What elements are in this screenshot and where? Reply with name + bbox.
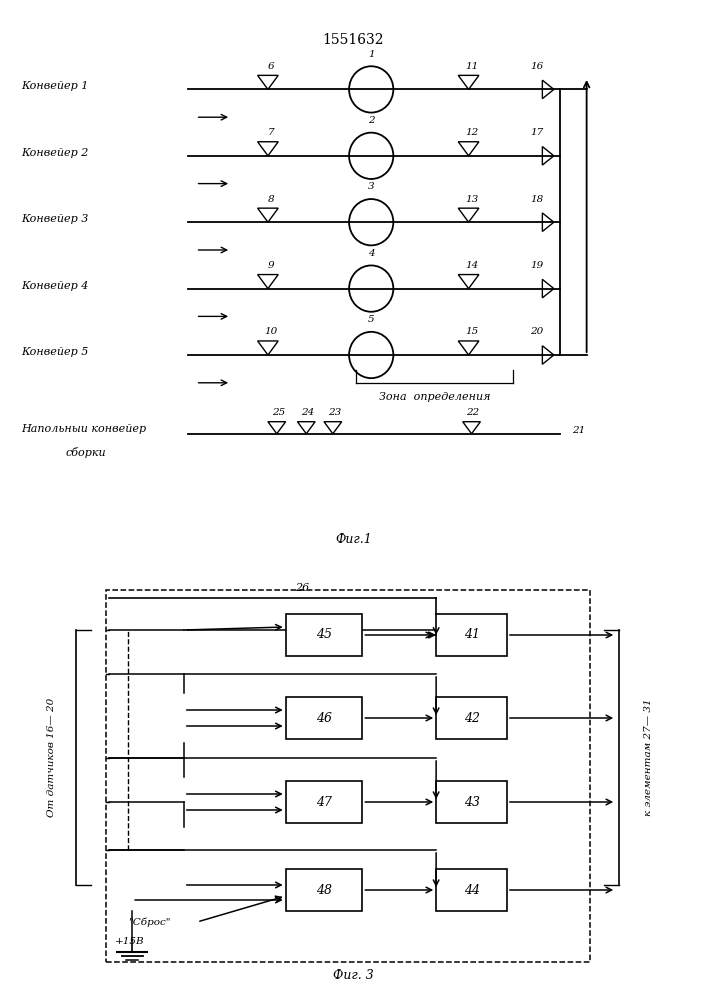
- Text: 4: 4: [368, 249, 375, 258]
- Text: 3: 3: [368, 182, 375, 191]
- Text: 18: 18: [530, 195, 543, 204]
- Text: 26: 26: [295, 583, 309, 593]
- Text: 17: 17: [530, 128, 543, 137]
- Text: 48: 48: [316, 884, 332, 896]
- Bar: [436, 614, 507, 656]
- Text: 5: 5: [368, 315, 375, 324]
- Text: 1: 1: [368, 50, 375, 59]
- Bar: [436, 697, 507, 739]
- Text: 2: 2: [368, 116, 375, 125]
- Text: 42: 42: [464, 712, 479, 724]
- Text: Зона  определения: Зона определения: [379, 392, 491, 402]
- Text: Напольныи конвейер: Напольныи конвейер: [21, 424, 146, 434]
- Text: 22: 22: [467, 408, 479, 417]
- Text: 16: 16: [530, 62, 543, 71]
- Bar: [436, 781, 507, 823]
- Text: 9: 9: [267, 261, 274, 270]
- Text: 11: 11: [465, 62, 478, 71]
- Text: 23: 23: [327, 408, 341, 417]
- Text: Конвейер 5: Конвейер 5: [21, 347, 89, 357]
- Text: Конвейер 1: Конвейер 1: [21, 81, 89, 91]
- Text: 8: 8: [267, 195, 274, 204]
- Text: 13: 13: [465, 195, 478, 204]
- Text: сборки: сборки: [66, 447, 107, 458]
- Text: 6: 6: [267, 62, 274, 71]
- Text: к элементам 27— 31: к элементам 27— 31: [644, 699, 653, 816]
- Bar: [105, 590, 590, 962]
- Text: 47: 47: [316, 796, 332, 808]
- Text: "Сброс": "Сброс": [129, 917, 172, 927]
- Text: 20: 20: [530, 327, 543, 336]
- Text: Конвейер 3: Конвейер 3: [21, 214, 89, 224]
- Bar: [286, 614, 363, 656]
- Text: 10: 10: [264, 327, 278, 336]
- Text: 14: 14: [465, 261, 478, 270]
- Text: Конвейер 4: Конвейер 4: [21, 281, 89, 291]
- Text: 44: 44: [464, 884, 479, 896]
- Text: Конвейер 2: Конвейер 2: [21, 148, 89, 158]
- Text: 7: 7: [267, 128, 274, 137]
- Bar: [286, 869, 363, 911]
- Text: 1551632: 1551632: [323, 33, 384, 47]
- Text: 43: 43: [464, 796, 479, 808]
- Text: 12: 12: [465, 128, 478, 137]
- Bar: [436, 869, 507, 911]
- Bar: [286, 781, 363, 823]
- Bar: [286, 697, 363, 739]
- Text: 46: 46: [316, 712, 332, 724]
- Text: 21: 21: [572, 426, 585, 435]
- Text: 15: 15: [465, 327, 478, 336]
- Text: Фиг. 3: Фиг. 3: [333, 969, 374, 982]
- Text: 19: 19: [530, 261, 543, 270]
- Text: +15В: +15В: [115, 938, 144, 946]
- Text: Фиг.1: Фиг.1: [335, 533, 372, 546]
- Text: От датчиков 16— 20: От датчиков 16— 20: [47, 698, 56, 817]
- Text: 25: 25: [271, 408, 285, 417]
- Text: 45: 45: [316, 629, 332, 642]
- Text: 24: 24: [301, 408, 315, 417]
- Text: 41: 41: [464, 629, 479, 642]
